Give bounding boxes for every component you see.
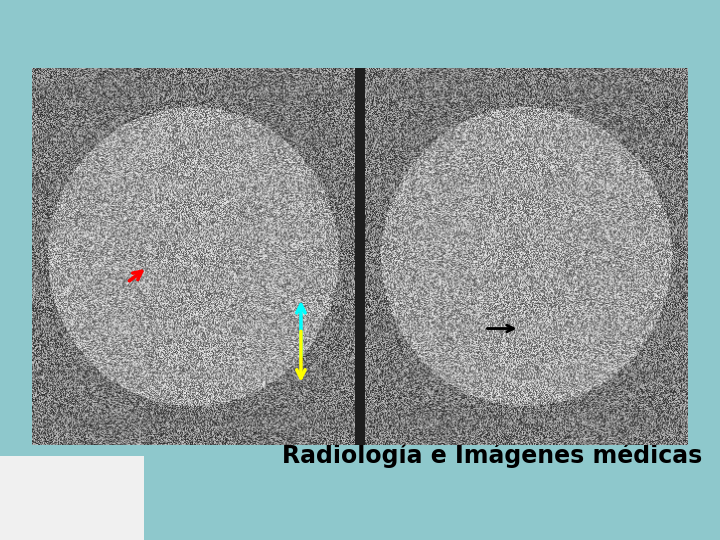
Text: Radiología e Imágenes médicas: Radiología e Imágenes médicas [282,443,702,468]
Text: bronquiectasias: bronquiectasias [248,87,490,117]
